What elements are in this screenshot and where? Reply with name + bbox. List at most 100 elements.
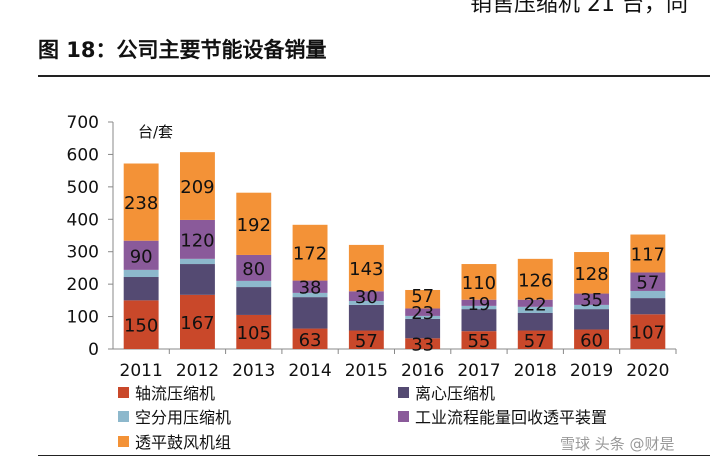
y-tick-label: 600 <box>67 145 99 165</box>
watermark: 雪球 头条 @财是 <box>560 435 675 453</box>
data-label: 60 <box>580 330 603 351</box>
bar-segment <box>517 330 553 349</box>
bar-segment <box>292 328 328 349</box>
data-label: 209 <box>180 177 214 198</box>
bar-segment <box>179 219 215 259</box>
bar-segment <box>630 314 666 349</box>
data-label: 120 <box>180 230 214 251</box>
x-tick-label: 2020 <box>626 361 669 381</box>
legend-label: 空分用压缩机 <box>135 408 232 427</box>
x-tick-label: 2012 <box>176 361 219 381</box>
data-label: 80 <box>242 259 265 280</box>
data-label: 57 <box>355 331 378 352</box>
bar-segment <box>179 294 215 349</box>
bar-segment <box>348 291 384 302</box>
legend-swatch <box>118 386 129 398</box>
bar-segment <box>405 289 441 309</box>
data-label: 63 <box>299 330 322 351</box>
legend-swatch <box>118 410 129 422</box>
data-label: 107 <box>631 323 665 344</box>
legend-label: 工业流程能量回收透平装置 <box>415 408 608 427</box>
bar-segment <box>348 301 384 305</box>
data-label: 57 <box>524 331 547 352</box>
bar-segment <box>405 308 441 316</box>
x-tick-label: 2019 <box>570 361 613 381</box>
legend-swatch <box>118 435 129 447</box>
bar-segment <box>461 299 497 306</box>
bar-segment <box>348 330 384 349</box>
figure-title: 图 18：公司主要节能设备销量 <box>38 38 327 62</box>
bar-segment <box>574 304 610 310</box>
bar-segment <box>630 290 666 299</box>
legend-swatch <box>398 386 409 398</box>
data-label: 22 <box>524 294 547 315</box>
data-label: 238 <box>124 193 158 214</box>
data-label: 172 <box>293 244 327 265</box>
bar-segment <box>179 258 215 265</box>
bar-segment <box>348 304 384 331</box>
bar-segment <box>123 300 159 349</box>
data-label: 35 <box>580 290 603 311</box>
bar-segment <box>461 264 497 300</box>
x-tick-label: 2015 <box>345 361 388 381</box>
data-label: 38 <box>299 278 322 299</box>
data-label: 90 <box>130 246 153 267</box>
divider <box>38 75 710 77</box>
bar-segment <box>292 292 328 298</box>
legend-label: 透平鼓风机组 <box>135 433 232 452</box>
x-tick-label: 2014 <box>288 361 331 381</box>
x-tick-label: 2011 <box>120 361 163 381</box>
data-label: 128 <box>574 264 608 285</box>
bar-segment <box>236 254 272 281</box>
data-label: 167 <box>180 313 214 334</box>
bar-segment <box>123 269 159 278</box>
y-tick-label: 700 <box>67 113 99 133</box>
bar-segment <box>236 192 272 255</box>
x-tick-label: 2016 <box>401 361 444 381</box>
data-label: 19 <box>467 294 490 315</box>
data-label: 105 <box>237 323 271 344</box>
bar-segment <box>236 287 272 315</box>
bar-segment <box>574 252 610 294</box>
data-label: 33 <box>411 335 434 356</box>
x-tick-label: 2018 <box>514 361 557 381</box>
bar-segment <box>574 293 610 305</box>
legend-item: 离心压缩机 <box>398 380 495 404</box>
data-label: 117 <box>631 244 665 265</box>
bar-segment <box>630 272 666 291</box>
data-label: 55 <box>467 331 490 352</box>
legend-item: 透平鼓风机组 <box>118 429 231 453</box>
bar-segment <box>574 309 610 330</box>
data-label: 57 <box>636 273 659 294</box>
bar-segment <box>292 297 328 329</box>
bar-segment <box>123 163 159 241</box>
y-tick-label: 0 <box>88 340 99 360</box>
legend-swatch <box>398 410 409 422</box>
x-tick-label: 2017 <box>457 361 500 381</box>
y-tick-label: 100 <box>67 308 99 328</box>
y-tick-label: 200 <box>67 275 99 295</box>
y-tick-label: 300 <box>67 243 99 263</box>
bar-segment <box>236 314 272 349</box>
bar-segment <box>574 329 610 349</box>
data-label: 57 <box>411 286 434 307</box>
data-label: 30 <box>355 287 378 308</box>
bar-segment <box>292 224 328 281</box>
data-label: 23 <box>411 303 434 324</box>
y-tick-label: 500 <box>67 178 99 198</box>
x-tick-label: 2013 <box>232 361 275 381</box>
bar-segment <box>517 306 553 314</box>
body-text-fragment: 销售压缩机 21 台，同 <box>470 0 688 17</box>
y-tick-label: 400 <box>67 210 99 230</box>
divider <box>38 455 710 456</box>
bar-segment <box>179 264 215 295</box>
bar-segment <box>179 152 215 220</box>
bar-segment <box>517 299 553 307</box>
data-label: 110 <box>462 273 496 294</box>
bar-segment <box>461 305 497 310</box>
legend-label: 轴流压缩机 <box>135 384 216 403</box>
bar-segment <box>405 338 441 349</box>
bar-segment <box>517 258 553 300</box>
bar-segment <box>461 309 497 332</box>
